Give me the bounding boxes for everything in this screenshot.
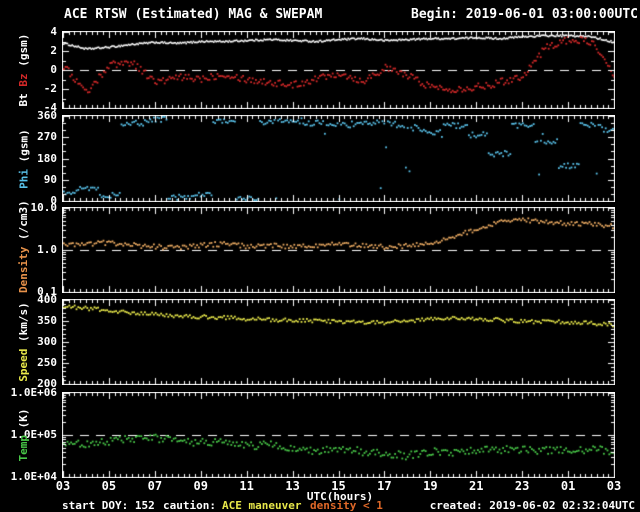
y-tick-label: 0 <box>50 63 57 76</box>
x-tick-label: 17 <box>377 479 392 493</box>
panel-speed-plot <box>62 299 615 385</box>
y-tick-label: 250 <box>37 356 57 369</box>
x-tick-label: 09 <box>193 479 208 493</box>
y-tick-label: 4 <box>50 25 57 38</box>
x-tick-label: 19 <box>423 479 438 493</box>
y-tick-label: -4 <box>43 101 57 114</box>
y-tick-label: 1.0E+04 <box>10 470 57 483</box>
y-tick-label: 360 <box>37 109 57 122</box>
y-tick-label: 300 <box>37 335 57 348</box>
y-tick-label: 0.1 <box>37 285 57 298</box>
begin-timestamp: Begin: 2019-06-01 03:00:00UTC <box>411 7 638 22</box>
caution-label: caution: <box>163 499 216 512</box>
y-tick-label: 1.0 <box>37 243 57 256</box>
x-tick-label: 01 <box>560 479 576 493</box>
x-tick-label: 21 <box>469 479 484 493</box>
y-tick-label: 400 <box>37 293 57 306</box>
x-tick-label: 05 <box>101 479 117 493</box>
start-doy-label: start DOY: 152 <box>62 499 155 512</box>
y-tick-label: 1.0E+05 <box>10 428 57 441</box>
panel-phi-plot <box>62 115 615 202</box>
y-tick-label: 90 <box>43 172 57 186</box>
caution-density-label: density < 1 <box>310 499 383 512</box>
x-tick-label: 15 <box>331 479 346 493</box>
x-tick-label: 13 <box>285 479 300 493</box>
x-tick-label: 03 <box>606 479 622 493</box>
panel-density-plot <box>62 207 615 293</box>
y-axis-title-temp: Temp (K) <box>17 408 30 462</box>
page-title: ACE RTSW (Estimated) MAG & SWEPAM <box>64 7 323 22</box>
y-tick-label: 1.0E+06 <box>10 386 57 399</box>
y-axis-title-density: Density (/cm3) <box>17 200 30 293</box>
y-tick-label: 270 <box>37 130 57 144</box>
y-axis-title-mag: Bt Bz (gsm) <box>17 33 30 107</box>
x-tick-label: 03 <box>55 479 71 493</box>
y-tick-label: 350 <box>37 314 57 327</box>
y-tick-label: 10.0 <box>30 201 58 214</box>
y-axis-title-speed: Speed (km/s) <box>17 302 30 382</box>
x-axis-title: UTC(hours) <box>306 490 374 503</box>
panel-temp-plot <box>62 392 615 478</box>
created-timestamp: created: 2019-06-02 02:32:04UTC <box>429 499 635 512</box>
y-axis-title-phi: Phi (gsm) <box>17 128 30 189</box>
x-tick-label: 23 <box>514 479 530 493</box>
caution-maneuver-label: ACE maneuver <box>222 499 302 512</box>
y-tick-label: -2 <box>43 82 57 95</box>
x-tick-label: 11 <box>239 479 254 493</box>
y-tick-label: 200 <box>37 377 57 390</box>
y-tick-label: 180 <box>37 151 57 165</box>
y-tick-label: 0 <box>50 194 57 207</box>
y-tick-label: 2 <box>50 44 57 57</box>
x-tick-label: 07 <box>147 479 163 493</box>
panel-mag-plot <box>62 31 615 109</box>
